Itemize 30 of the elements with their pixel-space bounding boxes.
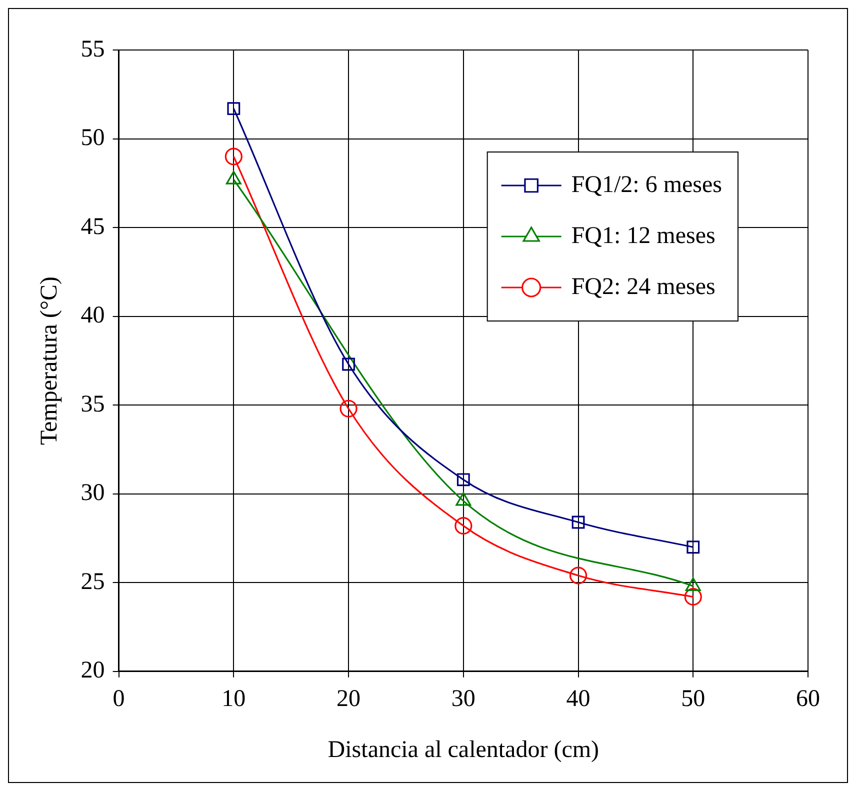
point [686, 540, 700, 554]
legend-label: FQ1/2: 6 meses [571, 172, 722, 198]
x-tick-label: 30 [451, 686, 476, 712]
point [224, 148, 242, 166]
x-tick-label: 50 [681, 686, 706, 712]
point [684, 588, 702, 606]
y-tick-label: 45 [80, 214, 105, 240]
x-axis-title: Distancia al calentador (cm) [328, 736, 599, 763]
y-tick-label: 30 [80, 480, 105, 506]
point [227, 102, 240, 116]
y-tick-label: 40 [80, 302, 105, 329]
x-tick-label: 60 [796, 686, 820, 712]
y-tick-label: 50 [80, 125, 105, 152]
x-tick-label: 0 [112, 686, 125, 712]
point [569, 566, 588, 584]
point [572, 516, 585, 529]
point [456, 473, 470, 486]
y-tick-label: 55 [80, 36, 105, 62]
y-tick-label: 20 [80, 658, 105, 684]
point [340, 400, 358, 418]
point [454, 517, 472, 535]
legend-label: FQ1: 12 meses [571, 222, 716, 249]
x-tick-label: 20 [336, 686, 361, 712]
x-tick-label: 40 [566, 686, 590, 712]
point [342, 358, 355, 371]
y-tick-label: 25 [80, 568, 105, 595]
y-tick-label: 35 [80, 391, 105, 418]
legend-label: FQ2: 24 meses [571, 274, 716, 300]
x-tick-label: 10 [222, 686, 246, 712]
y-axis-title: Temperatura (°C) [36, 276, 63, 445]
